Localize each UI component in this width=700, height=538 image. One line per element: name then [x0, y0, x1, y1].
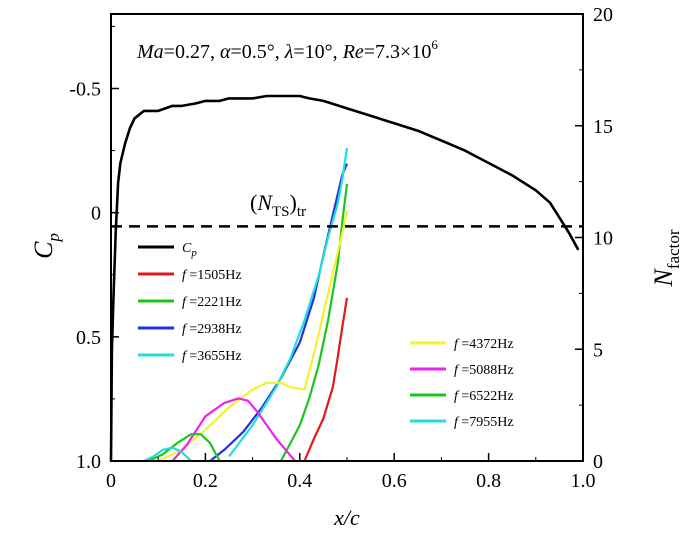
y-left-axis-label: Cp [29, 233, 63, 259]
legend-right-label-1: f =5088Hz [454, 363, 514, 378]
series-line-f=3655Hz [228, 147, 349, 458]
legend-right-label-2: f =6522Hz [454, 389, 514, 404]
series-line-f=7955Hz [143, 446, 192, 462]
threshold-annotation: (NTS)tr [250, 190, 306, 220]
x-tick-label: 0 [106, 470, 116, 492]
legend-right-label-0: f =4372Hz [454, 337, 514, 352]
labels-layer: Ma=0.27, α=0.5°, λ=10°, Re=7.3×106 x/c Cp N… [29, 37, 683, 530]
cp-layer [109, 94, 580, 462]
series-line-f=6522Hz [148, 433, 221, 462]
legend-left-label-1: f =1505Hz [182, 268, 242, 283]
series-line-f=4372Hz [157, 210, 349, 462]
y-right-tick-label: 15 [593, 116, 613, 138]
x-tick-label: 0.6 [382, 470, 407, 492]
y-right-axis-label: Nfactor [649, 229, 683, 287]
y-right-tick-label: 20 [593, 4, 613, 26]
x-tick-label: 0.4 [287, 470, 312, 492]
legend-layer: Cp f =1505Hz f =2221Hz f =2938Hz f =3655Hz f … [138, 241, 514, 430]
series-line-f=2938Hz [209, 163, 349, 462]
x-axis-label: x/c [333, 505, 360, 530]
legend-right-label-3: f =7955Hz [454, 415, 514, 430]
series-layer [143, 147, 349, 462]
y-left-tick-label: 0 [91, 203, 101, 225]
x-tick-label: 0.8 [476, 470, 501, 492]
y-left-tick-label: 1.0 [76, 451, 101, 473]
series-line-f=5088Hz [171, 397, 296, 462]
cp-curve-line [109, 94, 580, 462]
y-left-tick-label: 0.5 [76, 327, 101, 349]
x-tick-label: 0.2 [193, 470, 218, 492]
series-line-f=1505Hz [303, 297, 349, 462]
y-left-tick-label: -0.5 [69, 79, 101, 101]
chart-title: Ma=0.27, α=0.5°, λ=10°, Re=7.3×106 [136, 37, 438, 63]
y-right-tick-label: 0 [593, 451, 603, 473]
legend-left-label-3: f =2938Hz [182, 322, 242, 337]
x-tick-label: 1.0 [571, 470, 596, 492]
legend-left-label-2: f =2221Hz [182, 295, 242, 310]
y-right-tick-label: 5 [593, 339, 603, 361]
legend-left-label-0: Cp [182, 241, 197, 259]
legend-left-label-4: f =3655Hz [182, 349, 242, 364]
y-right-tick-label: 10 [593, 228, 613, 250]
